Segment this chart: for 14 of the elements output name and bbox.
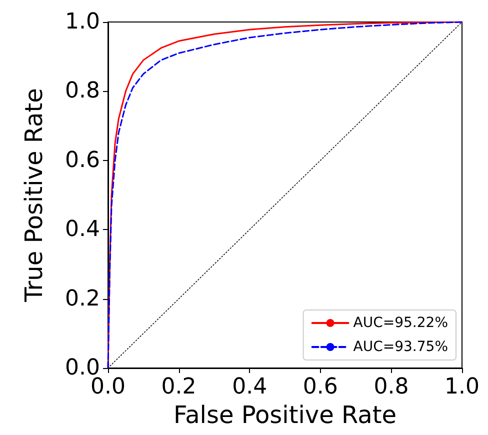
x-tick-label: 0.4 [232, 374, 268, 400]
legend-label: AUC=93.75% [353, 339, 448, 355]
y-tick-label: 0.2 [65, 286, 100, 312]
y-tick-label: 1.0 [65, 10, 100, 34]
y-tick-label: 0.8 [65, 78, 100, 104]
x-tick-label: 0.6 [302, 374, 338, 400]
y-tick-label: 0.4 [65, 217, 100, 242]
legend-label: AUC=95.22% [353, 315, 448, 331]
x-tick-label: 1.0 [444, 374, 480, 400]
y-axis-title: True Positive Rate [20, 88, 48, 303]
y-tick-label: 0.6 [65, 148, 100, 173]
x-tick-label: 0.2 [161, 374, 196, 400]
x-axis-title: False Positive Rate [173, 400, 397, 429]
x-tick-label: 0.8 [374, 374, 409, 400]
